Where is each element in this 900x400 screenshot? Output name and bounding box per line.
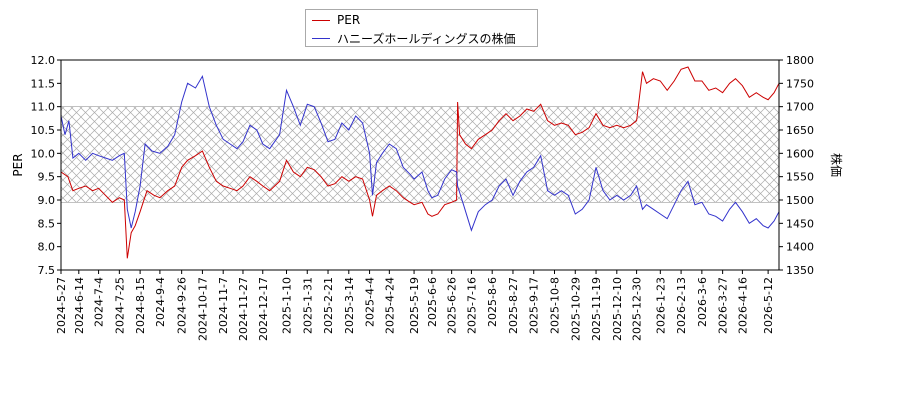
x-tick-label: 2025-10-29 <box>569 277 582 341</box>
x-tick-label: 2024-8-15 <box>134 277 147 334</box>
x-tick-label: 2025-8-6 <box>486 277 499 327</box>
x-tick-label: 2024-7-4 <box>93 277 106 327</box>
left-axis-label: PER <box>11 153 25 176</box>
x-tick-label: 2025-11-19 <box>590 277 603 341</box>
left-tick-label: 11.0 <box>31 101 56 114</box>
per-line <box>60 66 780 259</box>
x-tick-label: 2025-6-6 <box>426 277 439 327</box>
x-tick-label: 2025-5-19 <box>408 277 421 334</box>
x-tick-label: 2024-11-27 <box>237 277 250 341</box>
x-tick-label: 2025-12-10 <box>611 277 624 341</box>
x-tick-label: 2025-6-26 <box>446 277 459 334</box>
x-tick-label: 2025-1-31 <box>301 277 314 334</box>
legend: PER ハニーズホールディングスの株価 <box>305 9 538 47</box>
left-tick-label: 8.5 <box>38 217 56 230</box>
x-tick-label: 2025-4-24 <box>383 277 396 334</box>
x-tick-label: 2026-3-27 <box>717 277 730 334</box>
x-tick-label: 2026-1-23 <box>654 277 667 334</box>
right-tick-label: 1800 <box>786 54 814 67</box>
x-tick-label: 2025-7-16 <box>465 277 478 334</box>
x-tick-label: 2026-3-6 <box>696 277 709 327</box>
legend-item-price: ハニーズホールディングスの株価 <box>312 30 516 46</box>
left-tick-label: 8.0 <box>38 241 56 254</box>
legend-swatch-price <box>312 37 330 39</box>
legend-label-per: PER <box>337 13 361 27</box>
left-tick-label: 9.5 <box>38 171 56 184</box>
x-tick-label: 2024-9-4 <box>154 277 167 327</box>
x-tick-label: 2025-2-21 <box>322 277 335 334</box>
right-tick-label: 1350 <box>786 264 814 277</box>
x-tick-label: 2026-4-16 <box>736 277 749 334</box>
x-tick-label: 2025-1-10 <box>281 277 294 334</box>
right-tick-label: 1700 <box>786 101 814 114</box>
x-tick-label: 2025-4-4 <box>364 277 377 327</box>
x-tick-label: 2025-12-30 <box>631 277 644 341</box>
x-tick-label: 2025-10-8 <box>549 277 562 334</box>
right-tick-label: 1400 <box>786 241 814 254</box>
plot-frame <box>60 59 780 271</box>
x-tick-label: 2024-5-27 <box>55 277 68 334</box>
right-tick-label: 1550 <box>786 171 814 184</box>
left-tick-label: 10.5 <box>31 124 56 137</box>
normal-range-band <box>60 106 780 203</box>
left-tick-label: 11.5 <box>31 77 56 90</box>
legend-item-per: PER <box>312 12 360 28</box>
x-tick-label: 2024-9-26 <box>176 277 189 334</box>
x-tick-label: 2024-12-17 <box>257 277 270 341</box>
right-tick-label: 1600 <box>786 147 814 160</box>
x-tick-label: 2024-6-14 <box>73 277 86 334</box>
right-tick-label: 1450 <box>786 217 814 230</box>
right-tick-label: 1500 <box>786 194 814 207</box>
x-tick-label: 2024-7-25 <box>113 277 126 334</box>
x-tick-label: 2024-10-17 <box>196 277 209 341</box>
x-tick-label: 2025-3-14 <box>343 277 356 334</box>
right-tick-label: 1750 <box>786 77 814 90</box>
x-tick-label: 2025-9-17 <box>528 277 541 334</box>
right-tick-label: 1650 <box>786 124 814 137</box>
left-tick-label: 12.0 <box>31 54 56 67</box>
left-tick-label: 7.5 <box>38 264 56 277</box>
x-tick-label: 2026-5-12 <box>762 277 775 334</box>
left-tick-label: 10.0 <box>31 147 56 160</box>
legend-label-price: ハニーズホールディングスの株価 <box>337 31 516 46</box>
x-tick-label: 2026-2-13 <box>675 277 688 334</box>
x-tick-label: 2025-8-27 <box>507 277 520 334</box>
legend-swatch-per <box>312 19 330 21</box>
right-axis-label: 株価 <box>829 153 844 177</box>
left-tick-label: 9.0 <box>38 194 56 207</box>
stock-price-line <box>60 74 780 232</box>
x-tick-label: 2024-11-7 <box>217 277 230 334</box>
